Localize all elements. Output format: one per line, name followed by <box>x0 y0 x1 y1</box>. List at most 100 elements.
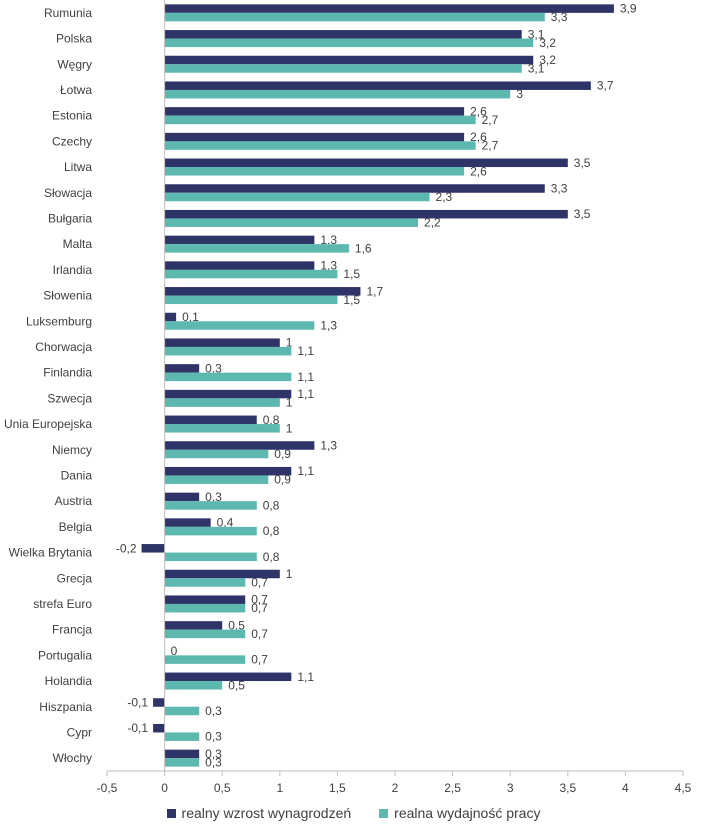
bar-wages <box>164 30 522 39</box>
bar-wages <box>164 415 257 425</box>
bar-productivity <box>164 89 511 99</box>
data-label-wages: -0,1 <box>127 696 148 710</box>
category-label: Chorwacja <box>35 340 92 354</box>
data-label-productivity: 0,3 <box>205 704 222 718</box>
bar-productivity <box>164 706 200 716</box>
category-label: Bułgaria <box>48 211 92 225</box>
bar-productivity <box>164 167 465 176</box>
data-label-productivity: 0,8 <box>263 498 280 512</box>
category-label: Włochy <box>53 751 92 765</box>
legend-label-productivity: realna wydajność pracy <box>394 805 541 821</box>
bar-wages <box>164 132 465 142</box>
bar-wages <box>164 81 591 90</box>
data-label-productivity: 1 <box>286 396 293 410</box>
data-label-productivity: 0,3 <box>205 755 222 769</box>
data-label-productivity: 0,7 <box>251 601 268 615</box>
category-label: Słowacja <box>44 186 92 200</box>
bar-wages <box>153 698 165 707</box>
bar-productivity <box>164 603 246 613</box>
bar-wages <box>164 749 200 759</box>
bar-productivity <box>164 681 223 690</box>
bar-wages <box>164 338 280 347</box>
bar-wages <box>164 184 545 193</box>
data-label-wages: -0,2 <box>116 541 137 555</box>
category-label: Litwa <box>64 160 92 174</box>
bar-wages <box>164 492 200 502</box>
data-label-productivity: 2,7 <box>482 139 499 153</box>
bar-wages <box>164 364 200 373</box>
data-label-productivity: 2,7 <box>482 113 499 127</box>
bar-wages <box>164 4 614 13</box>
category-label: Cypr <box>67 725 92 739</box>
data-label-productivity: 1,5 <box>343 293 360 307</box>
data-label-productivity: 3 <box>516 87 523 101</box>
bar-wages <box>164 441 315 450</box>
data-label-wages: 3,5 <box>574 156 591 170</box>
data-label-wages: 0,7 <box>251 593 268 607</box>
data-label-productivity: 0,8 <box>263 524 280 538</box>
bar-productivity <box>164 578 246 587</box>
category-label: Unia Europejska <box>4 417 92 431</box>
category-label: Estonia <box>52 109 92 123</box>
bar-wages <box>164 287 361 296</box>
bar-wages <box>164 235 315 245</box>
x-tick-label: 0 <box>161 781 168 795</box>
bar-wages <box>164 569 280 579</box>
data-label-wages: 0,3 <box>205 361 222 375</box>
data-label-wages: 1,3 <box>320 233 337 247</box>
data-label-productivity: 0,7 <box>251 576 268 590</box>
category-label: Malta <box>63 237 93 251</box>
bar-productivity <box>164 424 280 433</box>
bar-productivity <box>164 449 269 459</box>
category-label: Niemcy <box>52 443 92 457</box>
category-label: Dania <box>61 468 93 482</box>
data-label-productivity: 1 <box>286 421 293 435</box>
data-label-wages: 0,3 <box>205 747 222 761</box>
bar-productivity <box>164 192 430 202</box>
x-tick-label: 0,5 <box>214 781 231 795</box>
data-label-wages: 3,7 <box>597 79 614 93</box>
bar-wages <box>141 544 165 553</box>
data-label-productivity: 1,1 <box>297 344 314 358</box>
data-label-wages: 3,3 <box>551 182 568 196</box>
data-label-wages: 1,3 <box>320 439 337 453</box>
bar-productivity <box>164 732 200 741</box>
data-label-wages: 1,3 <box>320 259 337 273</box>
data-label-wages: -0,1 <box>127 721 148 735</box>
category-label: Portugalia <box>38 648 92 662</box>
bar-productivity <box>164 141 476 150</box>
category-label: Belgia <box>59 520 93 534</box>
category-label: Słowenia <box>43 289 92 303</box>
category-label: Czechy <box>52 134 92 148</box>
data-label-productivity: 0,7 <box>251 627 268 641</box>
data-label-productivity: 2,3 <box>436 190 453 204</box>
data-label-wages: 0,8 <box>263 413 280 427</box>
data-label-productivity: 0,5 <box>228 678 245 692</box>
x-tick-label: -0,5 <box>97 781 118 795</box>
data-label-wages: 1,1 <box>297 464 314 478</box>
bar-wages <box>153 723 165 733</box>
bar-productivity <box>164 475 269 484</box>
bar-wages <box>164 107 465 116</box>
data-label-wages: 3,1 <box>528 27 545 41</box>
data-label-productivity: 0,9 <box>274 447 291 461</box>
x-tick-label: 3 <box>507 781 514 795</box>
x-tick-label: 4,5 <box>675 781 692 795</box>
data-label-productivity: 0,8 <box>263 550 280 564</box>
category-label: Węgry <box>57 57 92 71</box>
category-label: Rumunia <box>44 6 92 20</box>
data-label-wages: 0 <box>171 644 178 658</box>
data-label-wages: 3,2 <box>539 53 556 67</box>
bar-productivity <box>164 758 200 767</box>
data-label-productivity: 3,2 <box>539 36 556 50</box>
category-label: Hiszpania <box>39 700 92 714</box>
category-label: Wielka Brytania <box>9 546 93 560</box>
category-label: Łotwa <box>60 83 92 97</box>
bar-productivity <box>164 526 257 536</box>
bar-productivity <box>164 398 280 407</box>
x-tick-label: 1,5 <box>329 781 346 795</box>
legend-swatch-wages <box>166 808 176 818</box>
legend-item-productivity: realna wydajność pracy <box>379 805 540 821</box>
data-label-wages: 0,5 <box>228 618 245 632</box>
